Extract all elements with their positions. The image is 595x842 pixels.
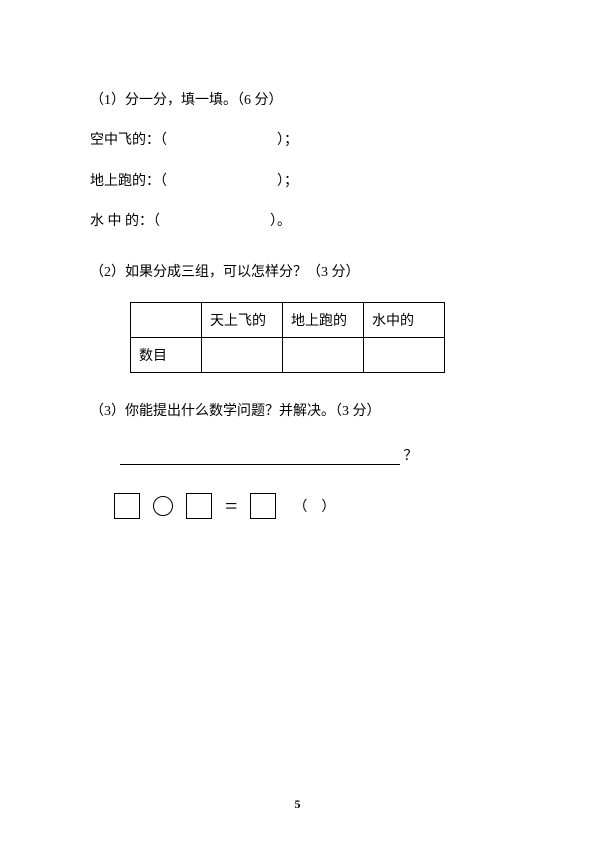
q2-cell-3 [364, 337, 445, 372]
q2-header-2: 地上跑的 [283, 302, 364, 337]
q2-header-1: 天上飞的 [202, 302, 283, 337]
q2-header-3: 水中的 [364, 302, 445, 337]
q2-cell-1 [202, 337, 283, 372]
q1-row-1: 地上跑的：（ ）； [90, 171, 505, 193]
equals-sign: = [225, 494, 237, 518]
q3-answer-line [120, 448, 400, 465]
worksheet-page: （1）分一分，填一填。（6 分） 空中飞的：（ ）； 地上跑的：（ ）； 水 中 的… [0, 0, 595, 559]
equation-box-2 [186, 493, 212, 519]
equation-circle [153, 496, 173, 516]
q1-title: （1）分一分，填一填。（6 分） [90, 90, 505, 112]
q2-header-0 [131, 302, 202, 337]
q3-answer-line-wrap: ？ [120, 445, 505, 465]
q2-cell-2 [283, 337, 364, 372]
equation-box-1 [114, 493, 140, 519]
q3-equation: = （ ） [110, 493, 505, 519]
table-row: 数目 [131, 337, 445, 372]
q3-paren: （ ） [293, 500, 335, 515]
q3-suffix: ？ [404, 449, 418, 464]
equation-box-3 [250, 493, 276, 519]
page-number: 5 [0, 797, 595, 812]
q3-section: （3）你能提出什么数学问题？并解决。（3 分） ？ = （ ） [90, 401, 505, 519]
q2-table: 天上飞的 地上跑的 水中的 数目 [130, 302, 445, 373]
q1-row-0-label: 空中飞的：（ [90, 133, 167, 148]
q1-row-1-label: 地上跑的：（ [90, 174, 167, 189]
q3-title: （3）你能提出什么数学问题？并解决。（3 分） [90, 401, 505, 423]
q1-row-2-close: ）。 [270, 214, 291, 229]
table-row: 天上飞的 地上跑的 水中的 [131, 302, 445, 337]
q1-row-0-close: ）； [277, 133, 298, 148]
q1-row-2-label: 水 中 的：（ [90, 214, 160, 229]
q1-row-2: 水 中 的：（ ）。 [90, 211, 505, 233]
q2-section: （2）如果分成三组，可以怎样分？（3 分） 天上飞的 地上跑的 水中的 数目 [90, 262, 505, 373]
q1-row-0: 空中飞的：（ ）； [90, 130, 505, 152]
q2-title: （2）如果分成三组，可以怎样分？（3 分） [90, 262, 505, 284]
q1-row-1-close: ）； [277, 174, 298, 189]
q2-rowlabel: 数目 [131, 337, 202, 372]
